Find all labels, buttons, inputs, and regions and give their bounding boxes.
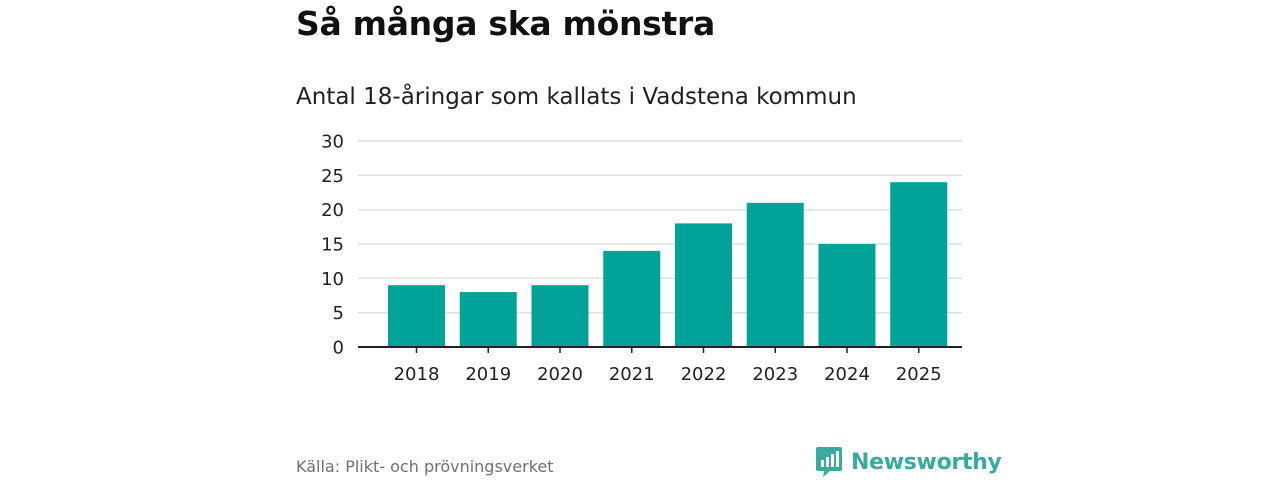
x-axis-ticks: 2018 2019 2020 2021 2022 2023 2024 2025 xyxy=(394,347,942,385)
y-tick-label: 20 xyxy=(321,200,344,221)
y-tick-label: 0 xyxy=(333,338,344,359)
bars xyxy=(388,182,948,347)
brand-name: Newsworthy xyxy=(851,449,1002,475)
x-tick-label: 2019 xyxy=(465,364,511,385)
chart-title: Så många ska mönstra xyxy=(296,4,715,43)
y-tick-label: 10 xyxy=(321,269,344,290)
newsworthy-logo: Newsworthy xyxy=(815,446,1002,478)
x-tick-label: 2025 xyxy=(896,364,942,385)
bar-2019 xyxy=(459,292,517,347)
bar-2021 xyxy=(603,250,661,347)
x-tick-label: 2021 xyxy=(609,364,655,385)
x-tick-label: 2022 xyxy=(681,364,727,385)
bar-2024 xyxy=(818,244,876,347)
bar-2020 xyxy=(531,285,589,347)
bar-2023 xyxy=(746,202,804,347)
y-tick-label: 15 xyxy=(321,235,344,256)
x-tick-label: 2023 xyxy=(752,364,798,385)
y-tick-label: 5 xyxy=(333,303,344,324)
y-tick-label: 30 xyxy=(321,132,344,153)
source-note: Källa: Plikt- och prövningsverket xyxy=(296,457,554,476)
x-tick-label: 2018 xyxy=(394,364,440,385)
bar-2025 xyxy=(890,182,948,347)
x-tick-label: 2024 xyxy=(824,364,870,385)
x-tick-label: 2020 xyxy=(537,364,583,385)
bar-2022 xyxy=(675,223,732,347)
y-axis-ticks: 0 5 10 15 20 25 30 xyxy=(321,132,344,359)
newsworthy-logo-icon xyxy=(816,447,842,477)
y-tick-label: 25 xyxy=(321,166,344,187)
chart-subtitle: Antal 18-åringar som kallats i Vadstena … xyxy=(296,84,857,110)
bar-2018 xyxy=(388,285,445,347)
